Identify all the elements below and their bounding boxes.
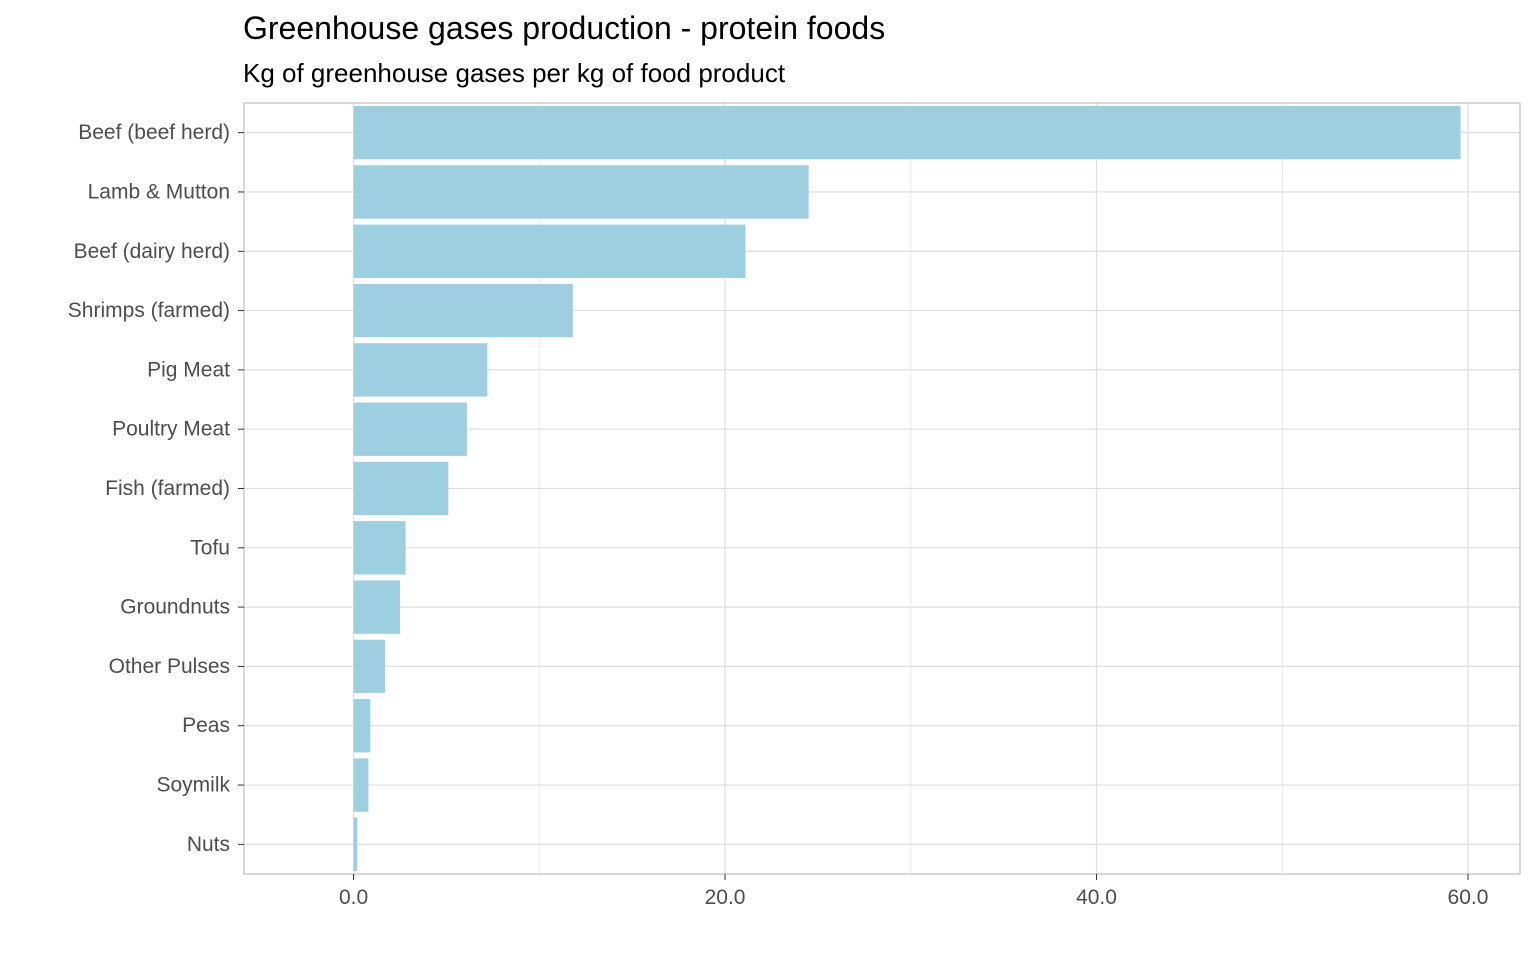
bar: [353, 165, 809, 219]
y-axis: Beef (beef herd) Lamb & Mutton Beef (dairy…: [68, 121, 244, 856]
x-tick-label: 20.0: [705, 886, 746, 909]
y-tick-label: Nuts: [187, 833, 230, 856]
bar: [353, 699, 371, 753]
bar: [353, 639, 386, 694]
bar: [353, 402, 467, 456]
y-tick-label: Peas: [182, 714, 230, 737]
chart-subtitle: Kg of greenhouse gases per kg of food pr…: [243, 58, 786, 88]
y-tick-label: Beef (dairy herd): [74, 240, 230, 263]
y-tick-label: Pig Meat: [147, 358, 230, 381]
x-tick-label: 40.0: [1076, 886, 1117, 909]
x-axis: 0.0 20.0 40.0 60.0: [339, 874, 1488, 909]
y-tick-label: Soymilk: [156, 774, 230, 797]
y-tick-label: Groundnuts: [120, 596, 230, 619]
chart-title: Greenhouse gases production - protein fo…: [243, 10, 885, 46]
y-tick-label: Shrimps (farmed): [68, 299, 230, 322]
bar: [353, 224, 746, 278]
bar: [353, 461, 449, 516]
y-tick-label: Fish (farmed): [105, 477, 230, 500]
bar: [353, 521, 406, 575]
bar: [353, 817, 358, 872]
x-tick-label: 0.0: [339, 886, 368, 909]
bar: [353, 105, 1461, 160]
y-tick-label: Lamb & Mutton: [88, 180, 230, 203]
bar: [353, 758, 369, 812]
y-tick-label: Other Pulses: [109, 655, 230, 678]
x-tick-label: 60.0: [1448, 886, 1489, 909]
y-tick-label: Beef (beef herd): [78, 121, 230, 144]
y-tick-label: Poultry Meat: [112, 418, 230, 441]
bar: [353, 343, 488, 397]
y-tick-label: Tofu: [190, 536, 230, 559]
bar: [353, 283, 573, 338]
bars: [353, 105, 1461, 872]
bar: [353, 580, 401, 634]
